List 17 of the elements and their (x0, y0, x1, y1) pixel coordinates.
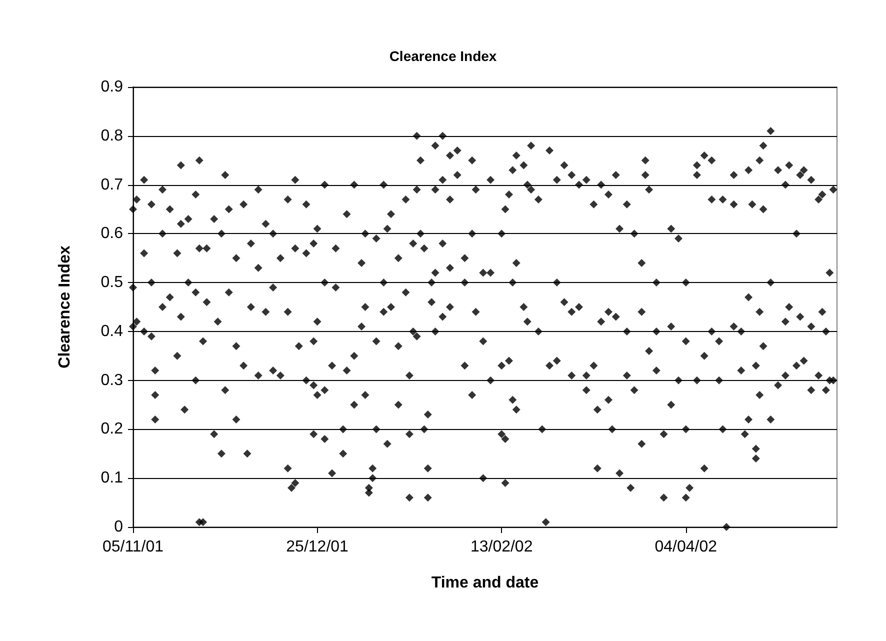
y-tick-label: 0.3 (100, 372, 124, 389)
x-tick-label: 13/02/02 (470, 538, 533, 556)
y-tick-label: 0.6 (100, 225, 124, 242)
y-tick-label: 0.8 (100, 127, 124, 144)
x-tick-label: 04/04/02 (654, 538, 718, 556)
x-axis-title: Time and date (431, 574, 539, 592)
y-axis-title: Clearence Index (56, 246, 74, 368)
x-tick-label: 05/11/01 (102, 538, 164, 556)
chart-title: Clearence Index (389, 48, 497, 64)
y-tick-label: 0.4 (100, 322, 124, 340)
y-tick-label: 0.1 (100, 470, 124, 487)
y-tick-label: 0.7 (100, 176, 124, 194)
x-tick-label: 25/12/01 (286, 538, 349, 556)
y-tick-label: 0 (114, 518, 124, 536)
y-tick-label: 0.9 (100, 78, 124, 96)
y-tick-label: 0.5 (100, 274, 124, 292)
y-tick-label: 0.2 (100, 420, 124, 438)
